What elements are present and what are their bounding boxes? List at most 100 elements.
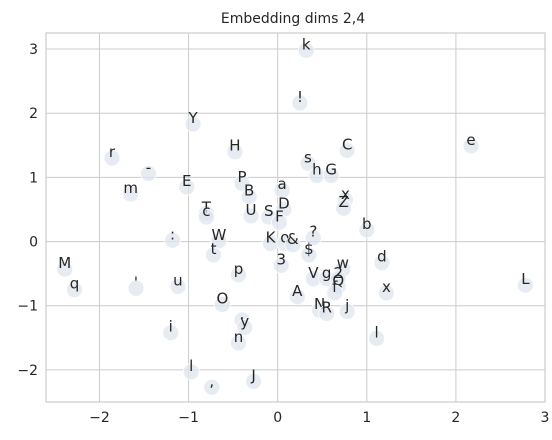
point-label: 3 [276,250,286,268]
point-marker [203,378,221,396]
point-marker [377,284,395,302]
data-point: R [318,298,336,322]
point-marker [358,221,376,239]
point-label: B [244,182,254,200]
y-tick-label: −2 [17,363,38,379]
data-point: h [308,160,326,184]
point-marker [318,305,336,322]
point-marker [127,280,145,297]
point-label: - [146,159,151,177]
data-point: B [240,182,258,206]
tick-labels: −2 −1 0 1 2 3 −2 −1 0 1 2 3 [17,42,549,426]
point-label: s [304,148,312,166]
point-label: ? [309,223,317,241]
point-marker [230,266,247,284]
point-marker [373,254,391,272]
data-point: c [197,202,215,226]
point-label: 2 [333,264,343,282]
data-point: $ [300,240,318,264]
data-point: i [162,318,180,342]
point-marker [272,256,290,274]
point-label: M [58,254,71,272]
point-label: : [170,225,175,243]
point-marker [140,165,157,182]
point-label: u [173,271,183,289]
y-tick-label: 3 [29,42,38,58]
point-label: . [240,305,245,323]
data-point: x [377,278,395,302]
x-tick-label: 1 [362,410,371,426]
point-label: V [308,264,319,282]
point-label: G [325,160,337,178]
data-point: J [245,366,263,390]
data-point: K [262,228,279,252]
point-label: w [337,254,349,272]
data-point: b [358,215,376,239]
point-label: Y [187,109,198,127]
point-marker [516,276,534,294]
point-marker [230,334,247,352]
point-marker [335,199,353,217]
data-point: j [338,297,356,320]
point-label: C [342,135,352,153]
data-point: ' [127,273,145,297]
point-marker [184,115,202,133]
data-point: F [271,207,288,231]
point-marker [288,288,306,306]
point-marker [122,185,140,203]
data-point: , [203,372,221,396]
data-point: Y [184,109,202,133]
y-tick-label: 1 [29,170,38,186]
point-label: $ [304,240,314,258]
y-tick-label: 0 [29,235,38,251]
point-marker [226,143,244,161]
point-marker [271,213,288,231]
data-point: ? [304,223,322,247]
data-point: y [236,313,254,336]
point-label: & [287,230,299,248]
data-point: e [462,131,480,155]
point-marker [178,178,196,196]
point-label: S [264,202,274,220]
data-point: M [56,254,74,278]
point-marker [338,303,356,320]
data-point: a [273,175,291,199]
point-label: l [375,323,379,341]
point-label: r [109,143,116,161]
point-label: d [377,248,387,266]
chart-title: Embedding dims 2,4 [221,11,365,27]
point-label: R [321,298,331,316]
data-point: l [368,323,385,347]
point-label: e [466,131,475,149]
data-point: U [242,201,260,225]
point-marker [299,154,317,172]
data-point: s [299,148,317,172]
point-label: c [202,202,210,220]
data-point: f [326,278,344,302]
x-tick-label: 2 [451,410,460,426]
data-point: E [178,172,196,196]
point-marker [300,246,318,264]
data-point: d [373,248,391,272]
data-point: l [182,357,200,381]
point-marker [240,188,258,206]
point-label: o [280,228,289,246]
point-marker [245,373,263,390]
point-label: t [211,240,217,258]
point-label: N [314,295,325,313]
point-marker [205,246,222,264]
data-point: W [210,226,228,250]
point-marker [304,229,322,247]
y-tick-label: 2 [29,106,38,122]
point-marker [462,137,480,155]
point-marker [233,174,251,192]
y-tick-label: −1 [17,299,38,315]
point-label: ' [134,273,138,291]
point-label: F [275,207,284,225]
point-label: J [250,366,255,384]
x-tick-label: 3 [541,410,550,426]
grid-lines [46,33,546,402]
point-label: W [211,226,226,244]
point-marker [214,296,231,313]
